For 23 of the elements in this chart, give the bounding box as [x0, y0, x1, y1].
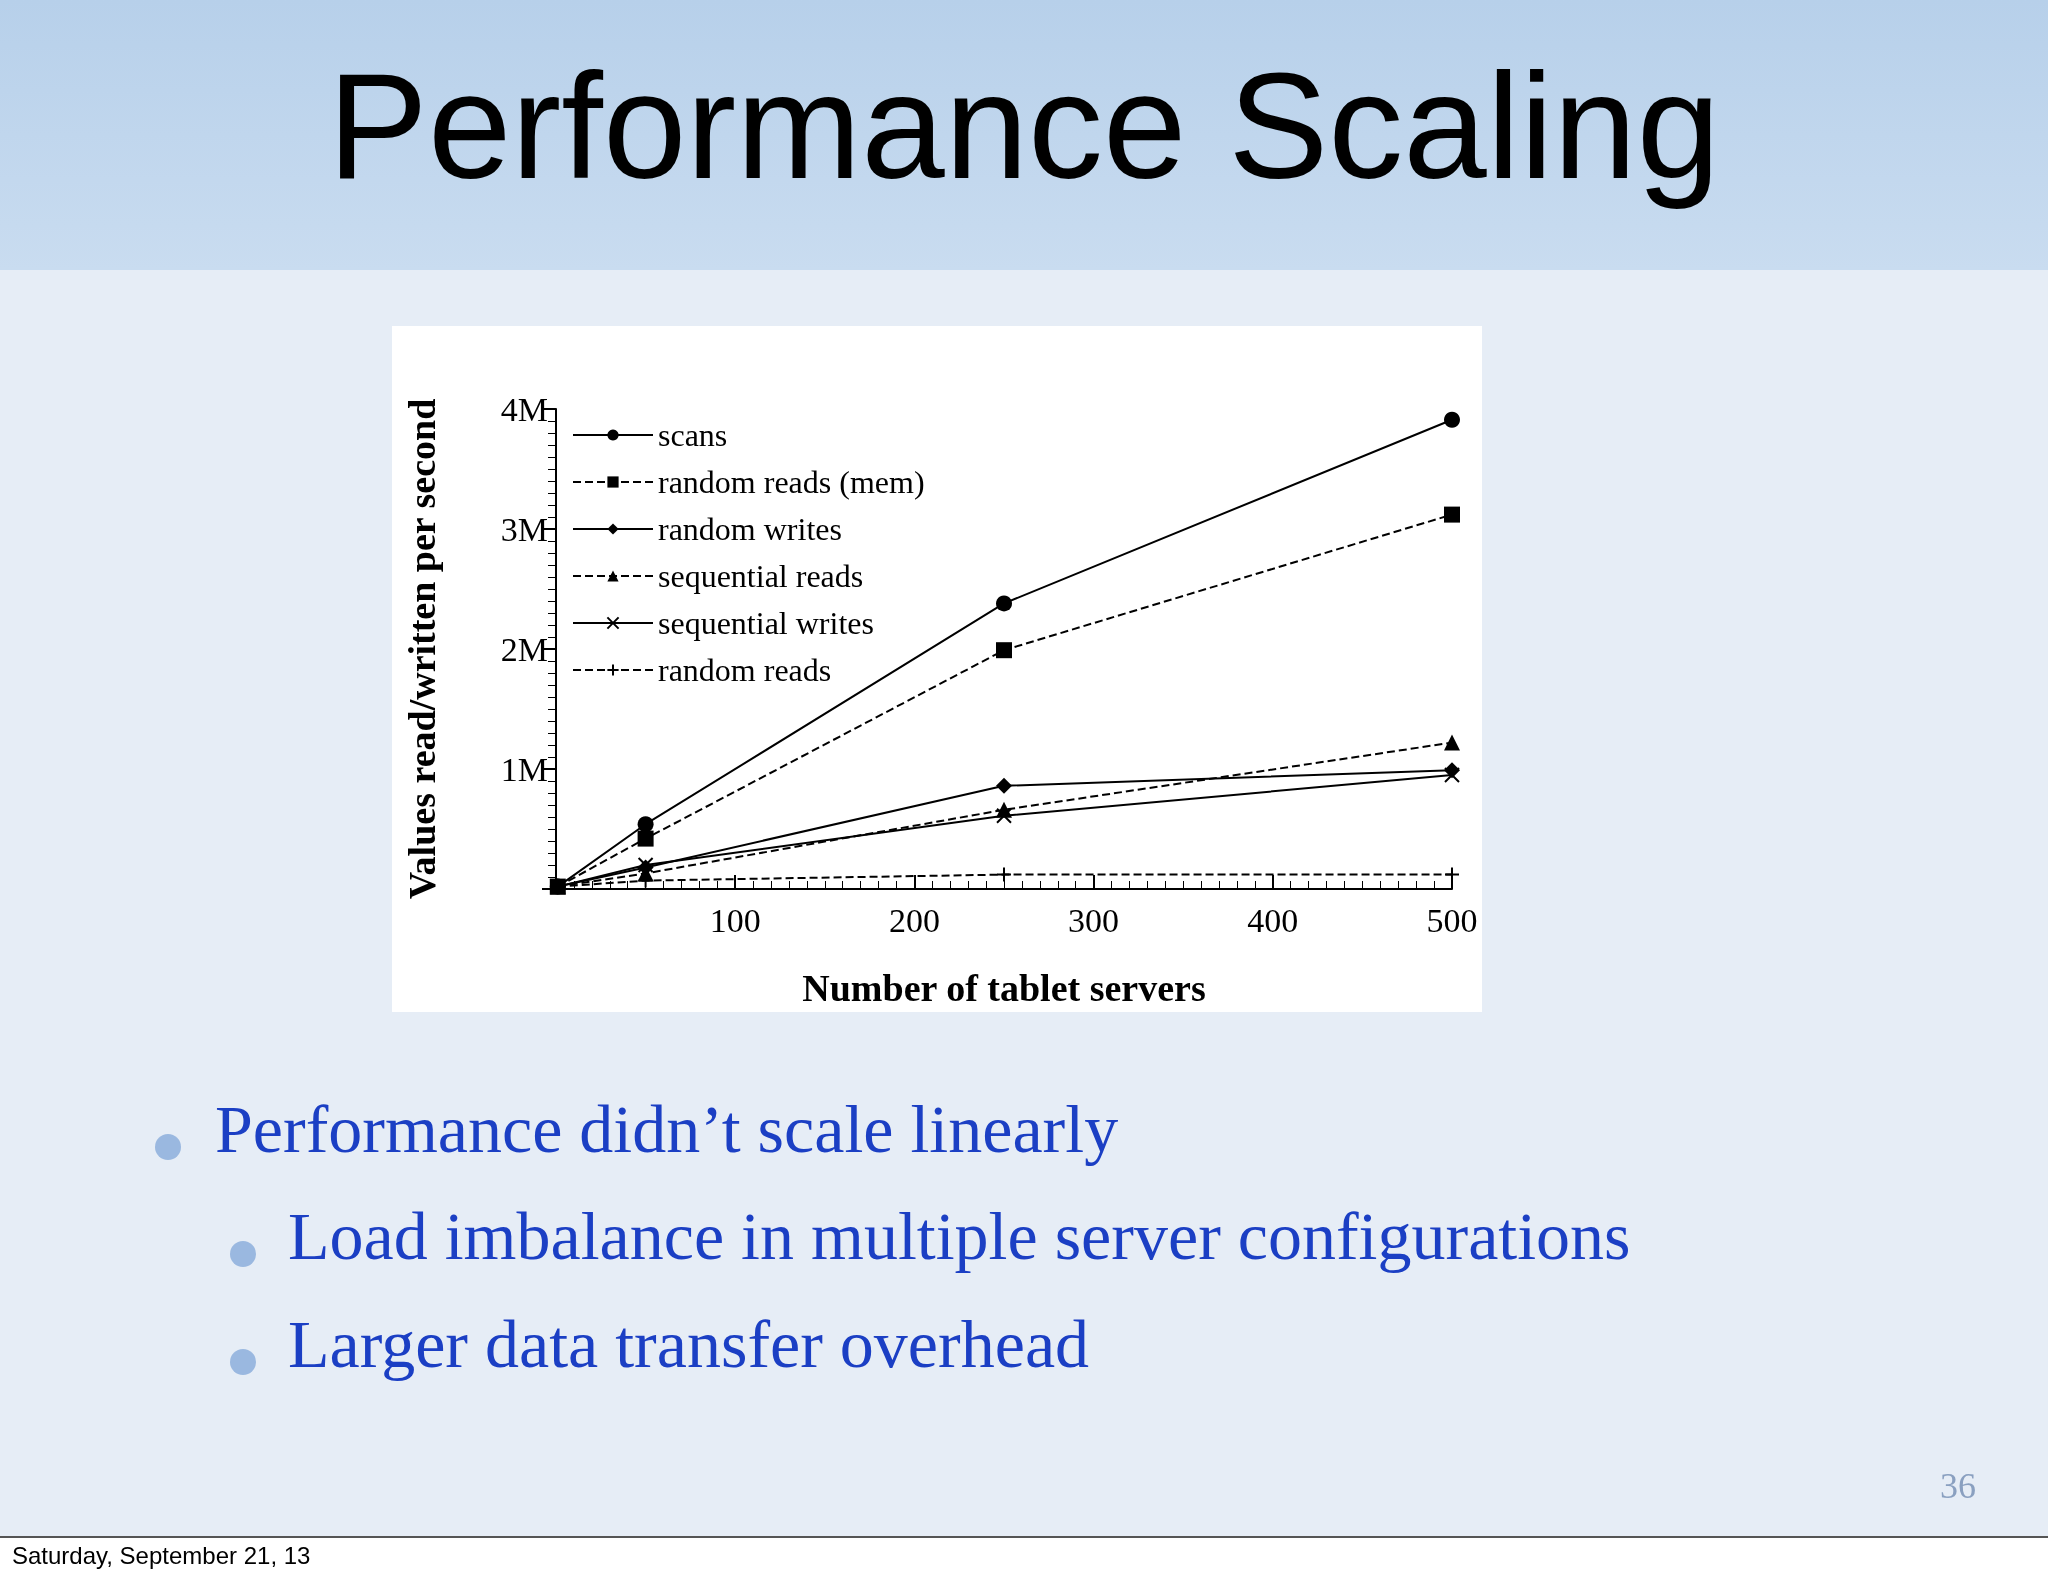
legend-label: random reads (mem) — [658, 464, 925, 500]
y-tick-label: 3M — [500, 510, 548, 548]
legend-label: sequential reads — [658, 558, 864, 594]
legend-label: random writes — [658, 511, 842, 547]
y-axis-title: Values read/written per second — [401, 398, 443, 900]
y-tick-label: 2M — [500, 630, 548, 668]
x-tick-label: 200 — [888, 901, 940, 939]
text: Larger data transfer overhead — [288, 1305, 1090, 1384]
text: Load imbalance in multiple server configurations — [288, 1197, 1631, 1276]
text: Saturday, September 21, 13 — [12, 1542, 311, 1570]
x-tick-label: 300 — [1068, 901, 1120, 939]
legend-label: sequential writes — [658, 605, 874, 641]
legend-label: random reads — [658, 652, 832, 688]
y-tick-label: 1M — [500, 750, 548, 788]
x-tick-label: 500 — [1426, 901, 1478, 939]
text: Performance didn’t scale linearly — [215, 1090, 1119, 1169]
x-tick-label: 400 — [1247, 901, 1299, 939]
legend-label: scans — [658, 417, 728, 453]
y-tick-label: 4M — [500, 390, 548, 428]
chart-title: Performance Scaling — [326, 41, 1722, 212]
x-axis-title: Number of tablet servers — [802, 967, 1206, 1009]
x-tick-label: 100 — [709, 901, 761, 939]
text: 36 — [1940, 1465, 1976, 1507]
